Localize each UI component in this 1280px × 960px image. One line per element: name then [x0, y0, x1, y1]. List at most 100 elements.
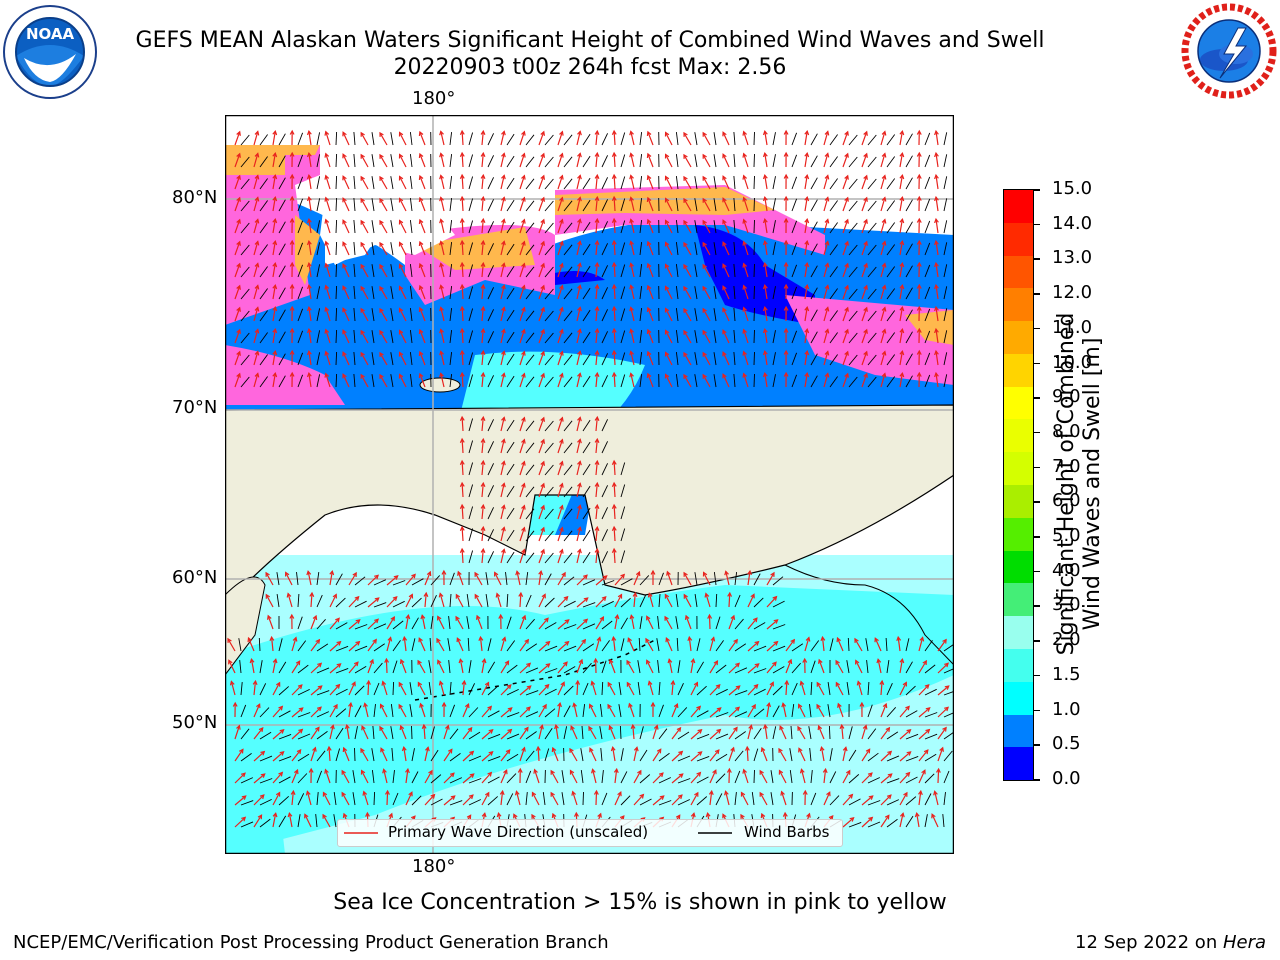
wave-arrow [500, 729, 512, 740]
wind-barb [772, 176, 776, 190]
wave-arrow-head [405, 767, 410, 774]
wave-arrow-head [916, 173, 922, 179]
wind-barb [449, 198, 453, 212]
wind-barb [392, 792, 399, 806]
wave-arrow [379, 286, 388, 300]
wind-barb [392, 620, 404, 630]
wind-barb [827, 682, 831, 696]
wind-barb [487, 221, 495, 234]
wave-arrow [592, 769, 597, 784]
wind-barb [449, 330, 453, 344]
wave-arrow [645, 638, 654, 652]
wave-arrow [272, 772, 283, 784]
wind-barb [278, 776, 291, 784]
wind-barb [563, 600, 576, 608]
wave-arrow-head [594, 415, 600, 421]
wave-arrow-head [931, 813, 936, 819]
wave-arrow [440, 351, 445, 366]
wave-arrow [419, 263, 426, 278]
wave-arrow [761, 747, 768, 762]
wave-arrow-head [342, 812, 348, 818]
wave-arrow [500, 549, 505, 564]
wave-arrow [702, 374, 711, 388]
wave-arrow [474, 572, 483, 586]
wind-barb [316, 352, 321, 366]
wind-barb [848, 200, 858, 212]
wave-arrow [652, 772, 664, 784]
wave-arrow-head [501, 130, 506, 136]
wind-barb [390, 176, 394, 190]
wave-arrow [342, 176, 350, 190]
wave-arrow-head [722, 175, 727, 181]
wind-barb [525, 731, 537, 740]
wave-arrow [595, 596, 607, 608]
wind-barb [810, 309, 818, 322]
wave-arrow [325, 241, 331, 256]
wave-arrow [322, 792, 331, 806]
wind-barb [430, 774, 442, 784]
wind-barb [886, 660, 890, 674]
wave-arrow-head [724, 570, 729, 576]
wave-arrow-head [559, 240, 564, 246]
wave-arrow [647, 219, 654, 234]
wave-arrow [842, 747, 847, 762]
wind-barb [581, 725, 584, 740]
wind-barb [353, 373, 356, 388]
wind-barb [886, 683, 893, 696]
wave-arrow-head [804, 195, 810, 202]
wave-arrow [647, 241, 654, 256]
wave-arrow-head [742, 262, 748, 268]
wave-arrow [461, 416, 464, 432]
wind-barb [390, 726, 394, 740]
wave-arrow-head [608, 658, 614, 664]
wave-arrow-head [398, 263, 404, 269]
wind-barb [810, 265, 818, 278]
wave-arrow-head [781, 702, 787, 708]
wind-barb [563, 552, 573, 564]
wave-arrow-head [540, 306, 545, 312]
wind-barb [791, 308, 798, 322]
wave-arrow [764, 197, 768, 212]
wave-arrow-head [341, 791, 346, 797]
wave-arrow-head [683, 219, 688, 225]
wave-arrow-head [228, 659, 233, 665]
wind-barb [506, 793, 514, 806]
wave-arrow-head [254, 218, 260, 224]
wave-arrow-head [541, 593, 546, 599]
wave-arrow-head [683, 131, 688, 137]
wave-arrow [880, 263, 886, 278]
wave-arrow [253, 329, 259, 344]
wave-arrow-head [360, 373, 365, 379]
wind-barb [753, 241, 755, 256]
wave-arrow-head [278, 771, 284, 777]
wave-arrow [234, 241, 241, 256]
wave-arrow-head [287, 811, 293, 818]
wave-arrow-head [848, 793, 854, 799]
wind-barb [753, 688, 766, 696]
wave-arrow-head [257, 814, 263, 820]
wave-arrow-head [531, 791, 537, 797]
wind-barb [354, 624, 368, 630]
wind-barb [371, 264, 375, 278]
wave-arrow [576, 219, 581, 234]
wave-arrow-head [617, 791, 622, 797]
wave-arrow-head [504, 660, 510, 666]
wind-barb [468, 660, 472, 674]
wind-barb [753, 769, 755, 784]
wave-arrow [630, 197, 635, 212]
wave-arrow [272, 706, 283, 718]
wind-barb [240, 376, 250, 388]
wave-arrow-head [533, 768, 538, 774]
wind-barb [278, 686, 289, 696]
wind-barb [601, 375, 609, 388]
wave-arrow-head [627, 637, 632, 643]
wave-arrow [613, 372, 616, 388]
wind-barb [675, 132, 679, 146]
wave-arrow [479, 637, 483, 652]
wave-arrow [461, 548, 464, 564]
wave-arrow [557, 307, 563, 322]
wave-arrow [367, 597, 380, 608]
wave-arrow [538, 197, 545, 212]
wave-arrow [234, 263, 241, 278]
wave-arrow [861, 153, 868, 168]
